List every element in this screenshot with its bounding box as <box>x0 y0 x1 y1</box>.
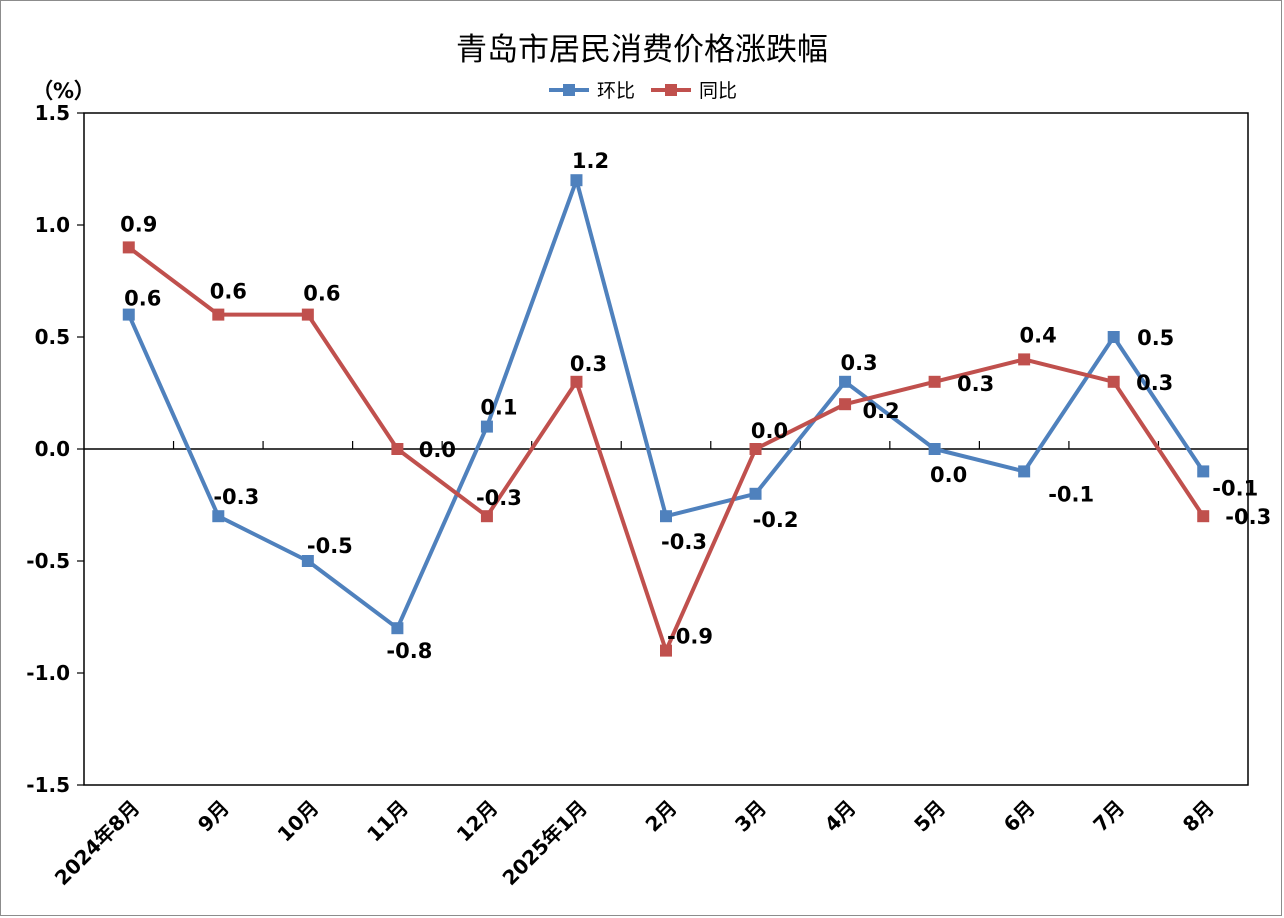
y-tick-label: -1.0 <box>26 661 70 685</box>
x-tick-label: 2025年1月 <box>498 796 592 890</box>
data-point-mom <box>1018 465 1031 478</box>
data-point-yoy <box>480 510 493 523</box>
data-label-yoy: 0.4 <box>1020 323 1057 347</box>
x-tick-label: 10月 <box>273 796 324 847</box>
chart-title: 青岛市居民消费价格涨跌幅 <box>456 32 828 68</box>
series-line-mom <box>126 178 1205 631</box>
x-tick-label: 2024年8月 <box>50 796 144 890</box>
x-tick-label: 5月 <box>909 796 950 837</box>
data-point-mom <box>480 420 493 433</box>
data-point-yoy <box>839 398 852 411</box>
data-point-mom <box>212 510 225 523</box>
y-tick-label: -1.5 <box>26 773 70 797</box>
data-point-yoy <box>122 241 135 254</box>
data-label-yoy: 0.3 <box>570 352 607 376</box>
x-tick-label: 8月 <box>1178 796 1219 837</box>
legend-item-yoy: 同比 <box>649 76 737 103</box>
data-point-yoy <box>212 308 225 321</box>
legend-label-mom: 环比 <box>596 80 635 102</box>
data-point-yoy <box>301 308 314 321</box>
y-tick-label: 0.5 <box>35 325 70 349</box>
data-label-yoy: 0.2 <box>862 399 899 423</box>
data-label-yoy: -0.9 <box>667 625 713 649</box>
data-label-yoy: 0.3 <box>1136 371 1173 395</box>
data-label-mom: 0.6 <box>124 287 161 311</box>
data-point-yoy <box>391 443 404 455</box>
data-label-mom: -0.2 <box>753 508 799 532</box>
data-point-yoy <box>1018 353 1031 366</box>
x-tick-label: 9月 <box>193 796 234 837</box>
data-label-mom: 0.3 <box>840 351 877 375</box>
y-tick-label: 0.0 <box>35 437 70 461</box>
data-label-yoy: 0.9 <box>120 212 157 236</box>
data-point-mom <box>1107 331 1120 343</box>
x-tick-label: 3月 <box>730 796 771 837</box>
data-point-yoy <box>1107 375 1120 388</box>
x-tick-label: 4月 <box>820 796 861 837</box>
x-tick-label: 7月 <box>1088 796 1129 837</box>
legend-item-mom: 环比 <box>547 76 635 103</box>
data-label-yoy: 0.3 <box>957 372 994 396</box>
data-point-mom <box>570 174 583 187</box>
x-tick-label: 2月 <box>641 796 682 837</box>
data-label-mom: 0.0 <box>930 463 967 487</box>
data-point-mom <box>749 487 762 500</box>
data-label-mom: 1.2 <box>572 149 609 173</box>
data-point-mom <box>301 555 314 567</box>
data-label-mom: -0.1 <box>1048 482 1094 506</box>
data-label-yoy: -0.3 <box>476 486 522 510</box>
data-label-mom: -0.3 <box>661 530 707 554</box>
y-axis-unit-label: （%） <box>32 79 96 103</box>
data-label-yoy: -0.3 <box>1225 505 1271 529</box>
y-tick-label: -0.5 <box>26 549 70 573</box>
data-point-mom <box>660 510 672 523</box>
data-label-yoy: 0.6 <box>303 282 340 306</box>
legend-label-yoy: 同比 <box>699 80 738 102</box>
x-tick-label: 12月 <box>452 796 503 847</box>
data-point-mom <box>391 622 404 635</box>
legend-swatch-yoy-icon <box>651 83 691 96</box>
data-label-mom: -0.8 <box>386 639 432 663</box>
data-label-mom: -0.1 <box>1212 476 1258 500</box>
data-label-yoy: 0.0 <box>419 438 456 462</box>
x-tick-label: 6月 <box>999 796 1040 837</box>
x-tick-label: 11月 <box>362 796 413 847</box>
data-label-mom: 0.5 <box>1137 326 1174 350</box>
data-point-yoy <box>570 375 583 388</box>
legend-swatch-mom-icon <box>548 83 589 96</box>
y-tick-label: 1.0 <box>35 213 70 237</box>
data-point-yoy <box>1197 510 1210 523</box>
data-label-mom: -0.5 <box>307 534 353 558</box>
data-point-mom <box>1197 465 1210 478</box>
data-point-yoy <box>928 375 941 388</box>
y-tick-label: 1.5 <box>35 101 70 125</box>
legend: 环比 同比 <box>0 76 1284 103</box>
data-point-mom <box>839 375 852 388</box>
data-point-yoy <box>660 644 672 657</box>
data-label-mom: -0.3 <box>213 485 259 509</box>
data-label-yoy: 0.0 <box>751 419 788 443</box>
data-label-mom: 0.1 <box>480 396 517 420</box>
data-label-yoy: 0.6 <box>210 280 247 304</box>
data-point-mom <box>122 308 135 321</box>
data-point-mom <box>928 443 941 455</box>
data-point-yoy <box>749 443 762 455</box>
